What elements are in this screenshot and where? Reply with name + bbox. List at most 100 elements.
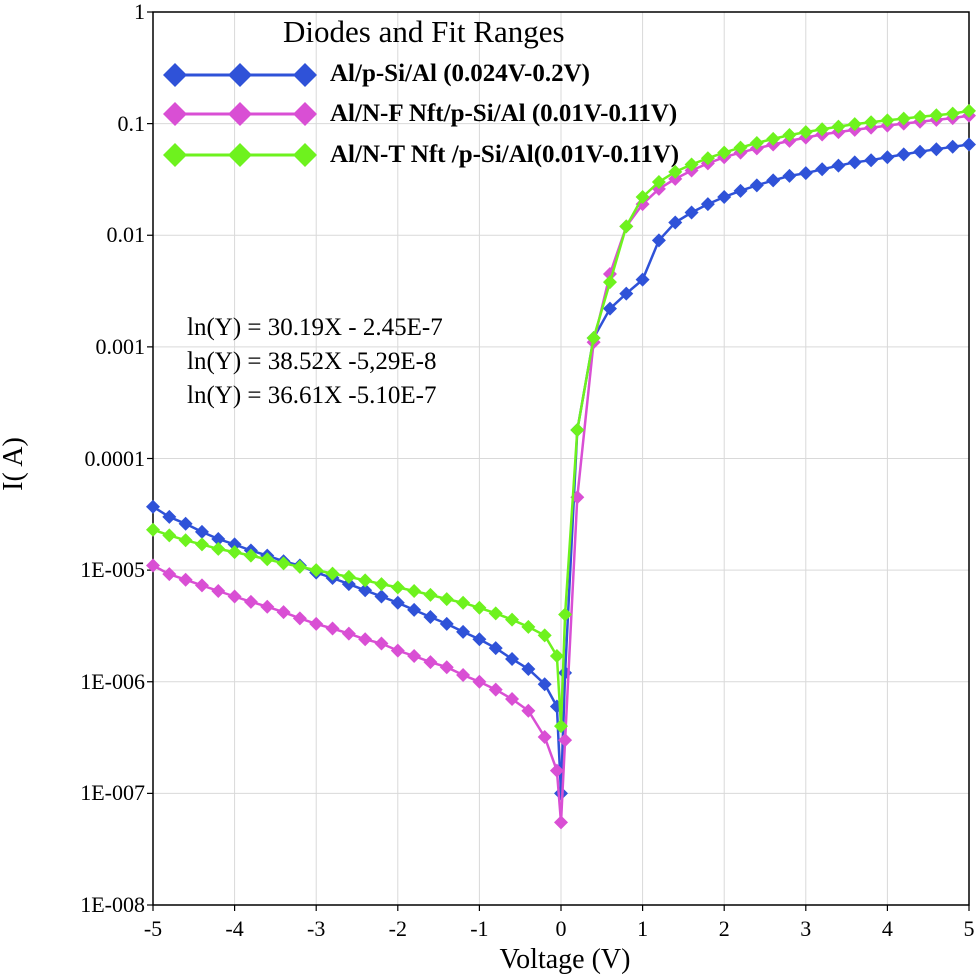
data-point <box>146 558 160 573</box>
data-point <box>162 528 177 543</box>
data-point <box>194 524 209 539</box>
data-point <box>439 592 454 607</box>
data-point <box>358 583 373 598</box>
y-tick-label: 1E-008 <box>80 892 145 917</box>
data-point <box>390 580 405 595</box>
data-point <box>651 233 666 248</box>
data-point <box>602 301 617 316</box>
data-point <box>407 602 422 617</box>
fit-equation-1: ln(Y) = 30.19X - 2.45E-7 <box>187 314 443 341</box>
x-tick-label: 2 <box>718 916 730 941</box>
data-point <box>423 610 438 625</box>
data-point <box>227 537 242 552</box>
data-point <box>423 655 438 670</box>
data-point <box>521 619 536 634</box>
x-tick-label: 4 <box>881 916 893 941</box>
data-point <box>162 509 177 524</box>
data-point <box>390 643 405 658</box>
data-point <box>733 183 748 198</box>
data-point <box>782 168 797 183</box>
legend-diamond <box>228 143 252 167</box>
data-point <box>505 651 520 666</box>
data-point <box>276 605 291 620</box>
data-point <box>358 632 373 647</box>
data-point <box>570 423 585 438</box>
data-point <box>260 552 275 567</box>
data-point <box>146 522 160 537</box>
data-point <box>374 589 389 604</box>
data-point <box>521 703 536 718</box>
data-point <box>700 151 715 166</box>
legend-diamond <box>163 63 187 87</box>
data-point <box>407 584 422 599</box>
data-point <box>439 660 454 675</box>
data-point <box>325 566 340 581</box>
data-point <box>390 595 405 610</box>
y-tick-label: 0.0001 <box>84 445 146 471</box>
data-point <box>194 537 209 552</box>
x-tick-label: 3 <box>800 916 812 941</box>
data-point <box>488 641 503 656</box>
data-point <box>423 587 438 602</box>
fit-equation-3: ln(Y) = 36.61X -5.10E-7 <box>187 382 437 409</box>
y-axis-label: I( A) <box>0 437 29 491</box>
data-point <box>831 119 846 134</box>
data-point <box>537 729 552 744</box>
data-point <box>227 589 242 604</box>
data-point <box>749 136 764 151</box>
x-tick-label: 0 <box>555 916 567 941</box>
data-point <box>488 606 503 621</box>
data-point <box>815 162 830 177</box>
data-point <box>472 674 487 689</box>
fit-equation-2: ln(Y) = 38.52X -5,29E-8 <box>187 348 437 375</box>
data-point <box>537 677 552 692</box>
legend-entry-al-n-f: Al/N-F Nft/p-Si/Al (0.01V-0.11V) <box>330 100 678 127</box>
data-point <box>456 595 471 610</box>
y-tick-label: 1E-006 <box>80 668 145 694</box>
data-point <box>309 563 324 578</box>
x-tick-label: 1 <box>637 916 649 941</box>
y-tick-label: 1 <box>134 0 145 24</box>
data-point <box>880 113 895 128</box>
data-point <box>766 173 781 188</box>
data-point <box>913 109 928 124</box>
data-point <box>309 616 324 631</box>
data-point <box>896 147 911 162</box>
data-point <box>341 569 356 584</box>
legend-diamond <box>293 63 317 87</box>
data-point <box>717 145 732 160</box>
data-point <box>766 131 781 146</box>
data-point <box>717 190 732 205</box>
data-point <box>472 600 487 615</box>
legend-diamond <box>293 143 317 167</box>
legend-marker-1 <box>163 63 317 87</box>
data-point <box>668 215 683 230</box>
data-point <box>619 219 634 234</box>
data-point <box>586 331 601 346</box>
data-point <box>260 599 275 614</box>
data-point <box>549 649 564 664</box>
data-point <box>472 632 487 647</box>
x-tick-label: -4 <box>225 916 244 941</box>
data-point <box>684 157 699 172</box>
legend-diamond <box>228 63 252 87</box>
data-point <box>178 533 193 548</box>
data-point <box>537 628 552 643</box>
data-point <box>684 205 699 220</box>
data-point <box>635 272 650 287</box>
series-layer <box>146 103 976 830</box>
data-point <box>798 125 813 140</box>
data-point <box>831 158 846 173</box>
data-point <box>733 140 748 155</box>
data-point <box>782 128 797 143</box>
data-point <box>847 117 862 132</box>
data-point <box>292 611 307 626</box>
data-point <box>962 137 976 152</box>
series-3 <box>146 103 976 734</box>
data-point <box>178 572 193 587</box>
data-point <box>619 286 634 301</box>
data-point <box>211 584 226 599</box>
x-axis-label: Voltage (V) <box>499 944 631 975</box>
data-point <box>749 178 764 193</box>
